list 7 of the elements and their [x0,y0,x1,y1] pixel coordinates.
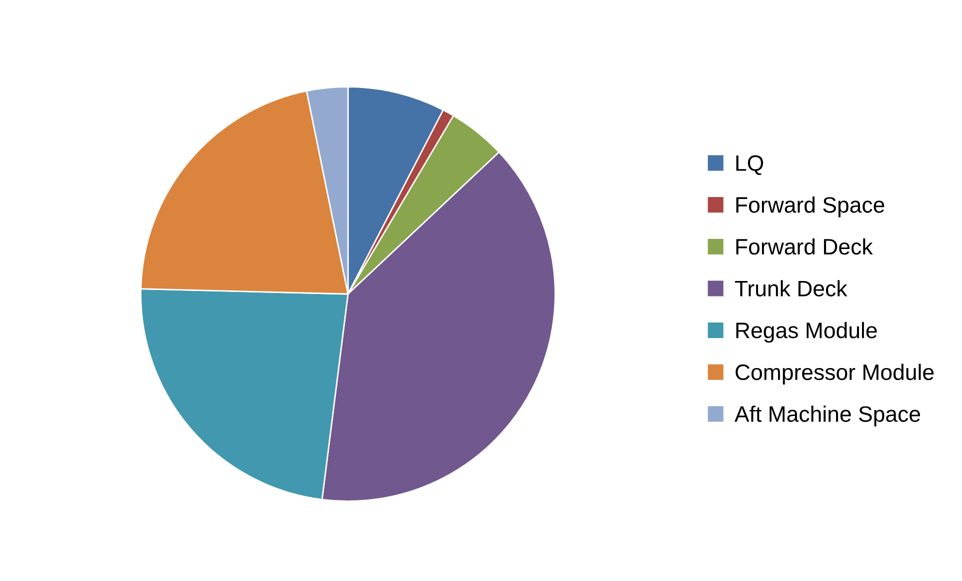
legend-label: Forward Deck [736,238,873,255]
legend-label: Regas Module [736,322,877,343]
legend-label: Aft Machine Space [734,406,920,426]
legend-label: Forward Space [736,196,884,218]
legend-label: Trunk Deck [734,280,848,296]
legend-label: LQ [736,155,764,175]
legend-label: Compressor Module [736,364,934,385]
